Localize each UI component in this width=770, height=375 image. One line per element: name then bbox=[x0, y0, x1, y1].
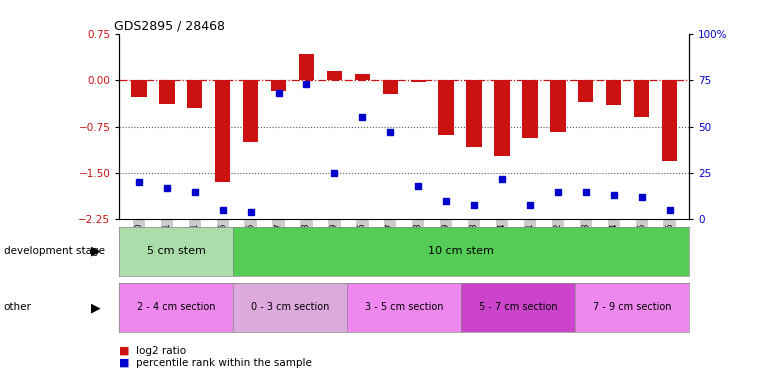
Text: GDS2895 / 28468: GDS2895 / 28468 bbox=[114, 20, 225, 33]
Bar bbox=[131, 80, 146, 98]
Bar bbox=[159, 80, 175, 104]
Bar bbox=[355, 74, 370, 80]
Text: 3 - 5 cm section: 3 - 5 cm section bbox=[365, 303, 444, 312]
Text: ■: ■ bbox=[119, 358, 130, 368]
Bar bbox=[326, 71, 342, 80]
Bar bbox=[215, 80, 230, 182]
Text: log2 ratio: log2 ratio bbox=[136, 346, 186, 355]
Text: ▶: ▶ bbox=[91, 301, 100, 314]
Text: 5 cm stem: 5 cm stem bbox=[147, 246, 206, 256]
Bar bbox=[187, 80, 203, 108]
Bar bbox=[634, 80, 649, 117]
Text: other: other bbox=[4, 303, 32, 312]
Bar bbox=[522, 80, 537, 138]
Bar bbox=[243, 80, 258, 142]
Text: ▶: ▶ bbox=[91, 245, 100, 258]
Bar bbox=[467, 80, 482, 147]
Bar bbox=[271, 80, 286, 91]
Text: development stage: development stage bbox=[4, 246, 105, 256]
Text: percentile rank within the sample: percentile rank within the sample bbox=[136, 358, 312, 368]
Text: ■: ■ bbox=[119, 346, 130, 355]
Text: 7 - 9 cm section: 7 - 9 cm section bbox=[593, 303, 671, 312]
Text: 5 - 7 cm section: 5 - 7 cm section bbox=[479, 303, 557, 312]
Bar bbox=[662, 80, 678, 160]
Bar bbox=[578, 80, 594, 102]
Bar bbox=[494, 80, 510, 156]
Bar bbox=[606, 80, 621, 105]
Bar bbox=[299, 54, 314, 80]
Bar bbox=[438, 80, 454, 135]
Bar bbox=[383, 80, 398, 94]
Bar bbox=[410, 80, 426, 82]
Text: 0 - 3 cm section: 0 - 3 cm section bbox=[251, 303, 330, 312]
Text: 10 cm stem: 10 cm stem bbox=[428, 246, 494, 256]
Bar bbox=[551, 80, 565, 132]
Text: 2 - 4 cm section: 2 - 4 cm section bbox=[137, 303, 216, 312]
